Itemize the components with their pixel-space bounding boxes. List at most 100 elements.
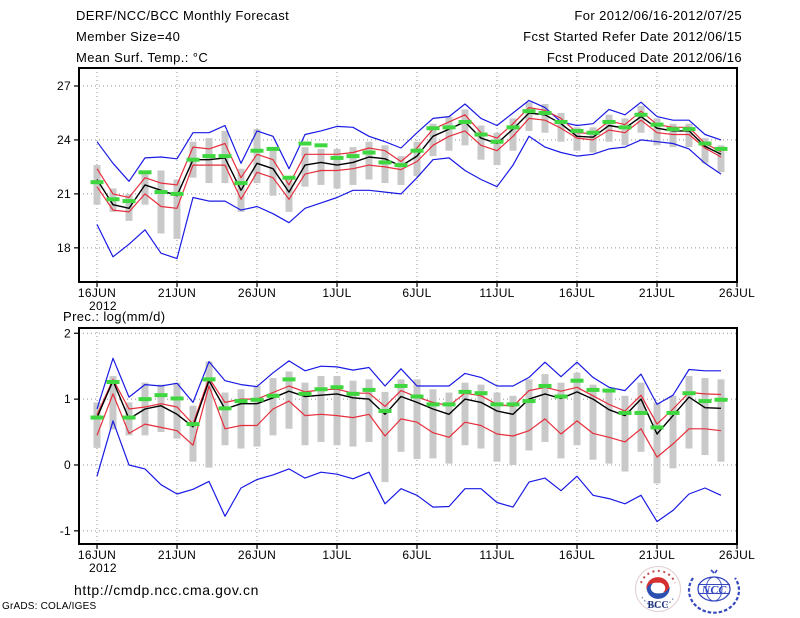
observation-dash xyxy=(186,422,200,427)
y-tick-label: 27 xyxy=(57,79,71,93)
observation-dash xyxy=(714,146,728,151)
source-url: http://cmdp.ncc.cma.gov.cn xyxy=(74,582,259,598)
observation-dash xyxy=(538,110,552,115)
spread-bar xyxy=(669,395,677,469)
observation-dash xyxy=(314,143,328,148)
observation-dash xyxy=(618,410,632,415)
spread-bar xyxy=(653,118,661,146)
spread-bar xyxy=(525,379,533,451)
ncc-logo: NCC xyxy=(687,569,741,614)
spread-bar xyxy=(205,361,213,468)
observation-dash xyxy=(426,126,440,131)
observation-dash xyxy=(378,160,392,165)
observation-dash xyxy=(506,402,520,407)
prec-panel-title: Prec.: log(mm/d) xyxy=(63,309,166,324)
spread-bar xyxy=(717,379,725,462)
x-tick-label: 11JUL xyxy=(479,286,514,300)
y-tick-label: 21 xyxy=(57,187,71,201)
spread-bar xyxy=(253,385,261,447)
bcc-rim-marks xyxy=(640,569,676,584)
observation-dash xyxy=(298,391,312,396)
observation-dash xyxy=(154,393,168,398)
spread-bar xyxy=(605,392,613,464)
spread-bar xyxy=(269,150,277,196)
observation-dash xyxy=(266,146,280,151)
ncc-wreath xyxy=(687,577,741,614)
observation-dash xyxy=(490,402,504,407)
spread-bar xyxy=(717,145,725,173)
ensemble-max-line xyxy=(96,99,722,182)
observation-dash xyxy=(458,389,472,394)
observation-dash xyxy=(602,388,616,393)
bcc-logo-text: BCC xyxy=(647,600,668,611)
spread-bar xyxy=(573,127,581,151)
spread-bar xyxy=(589,384,597,460)
observation-dash xyxy=(250,397,264,402)
observation-dash xyxy=(410,148,424,153)
x-tick-label: 26JUL xyxy=(719,286,755,300)
y-tick-label: 24 xyxy=(57,133,71,147)
spread-bar xyxy=(541,374,549,442)
ncc-top-mark xyxy=(710,569,715,574)
x-tick-label: 11JUL xyxy=(479,548,514,562)
x-tick-label: 16JUL xyxy=(559,286,595,300)
x-tick-label: 26JUN xyxy=(238,548,276,562)
observation-dash xyxy=(474,391,488,396)
observation-dash xyxy=(154,190,168,195)
observation-dash xyxy=(202,154,216,159)
observation-dash xyxy=(218,154,232,159)
x-tick-label: 16JUL xyxy=(559,548,595,562)
spread-bar xyxy=(445,392,453,464)
observation-dash xyxy=(138,397,152,402)
y-tick-label: -1 xyxy=(60,524,71,538)
x-tick-label: 21JUN xyxy=(158,548,196,562)
observation-dash xyxy=(410,394,424,399)
x-tick-label: 16JUN xyxy=(78,548,116,562)
observation-dash xyxy=(714,397,728,402)
observation-dashes xyxy=(90,109,728,204)
spread-bar xyxy=(365,379,373,442)
member-size-label: Member Size=40 xyxy=(76,29,181,44)
panel-temperature: 27 24 21 18 16JUN 21JUN 26JUN 1JUL 6JUL 11JUL 16JU… xyxy=(57,67,755,313)
spread-bar xyxy=(221,392,229,446)
lower-bound-line xyxy=(96,385,722,458)
x-tick-label: 6JUL xyxy=(402,548,431,562)
x-tick-label: 1JUL xyxy=(322,286,351,300)
observation-dash xyxy=(522,399,536,404)
x-tick-label: 6JUL xyxy=(402,286,431,300)
observation-dash xyxy=(298,141,312,146)
spread-bar xyxy=(157,384,165,433)
x-axis-year-label: 2012 xyxy=(89,299,117,313)
spread-bar xyxy=(93,165,101,205)
observation-dash xyxy=(234,181,248,186)
fcst-produced-label: Fcst Produced Date 2012/06/16 xyxy=(546,50,742,65)
observation-dash xyxy=(698,399,712,404)
spread-bar xyxy=(461,109,469,146)
spread-bar xyxy=(141,170,149,205)
observation-dash xyxy=(170,191,184,196)
observation-dash xyxy=(650,122,664,127)
ensemble-min-line xyxy=(96,135,722,260)
spread-bar xyxy=(413,379,421,460)
observation-dash xyxy=(506,125,520,130)
forecast-range-label: For 2012/06/16-2012/07/25 xyxy=(574,8,742,23)
page-title: DERF/NCC/BCC Monthly Forecast xyxy=(76,8,290,23)
y-tick-label: 18 xyxy=(57,241,71,255)
observation-dash xyxy=(586,130,600,135)
spread-bar xyxy=(573,372,581,446)
spread-bar xyxy=(669,123,677,148)
observation-dash xyxy=(554,119,568,124)
spread-bar xyxy=(253,129,261,184)
observation-dash xyxy=(682,127,696,132)
spread-bar xyxy=(477,125,485,160)
x-tick-label: 26JUN xyxy=(238,286,276,300)
observation-dash xyxy=(570,378,584,383)
spread-bar xyxy=(445,116,453,151)
spread-bar xyxy=(349,380,357,447)
spread-bar xyxy=(109,376,117,430)
observation-dash xyxy=(330,385,344,390)
fcst-started-label: Fcst Started Refer Date 2012/06/15 xyxy=(523,29,742,44)
observation-dashes xyxy=(90,377,728,430)
